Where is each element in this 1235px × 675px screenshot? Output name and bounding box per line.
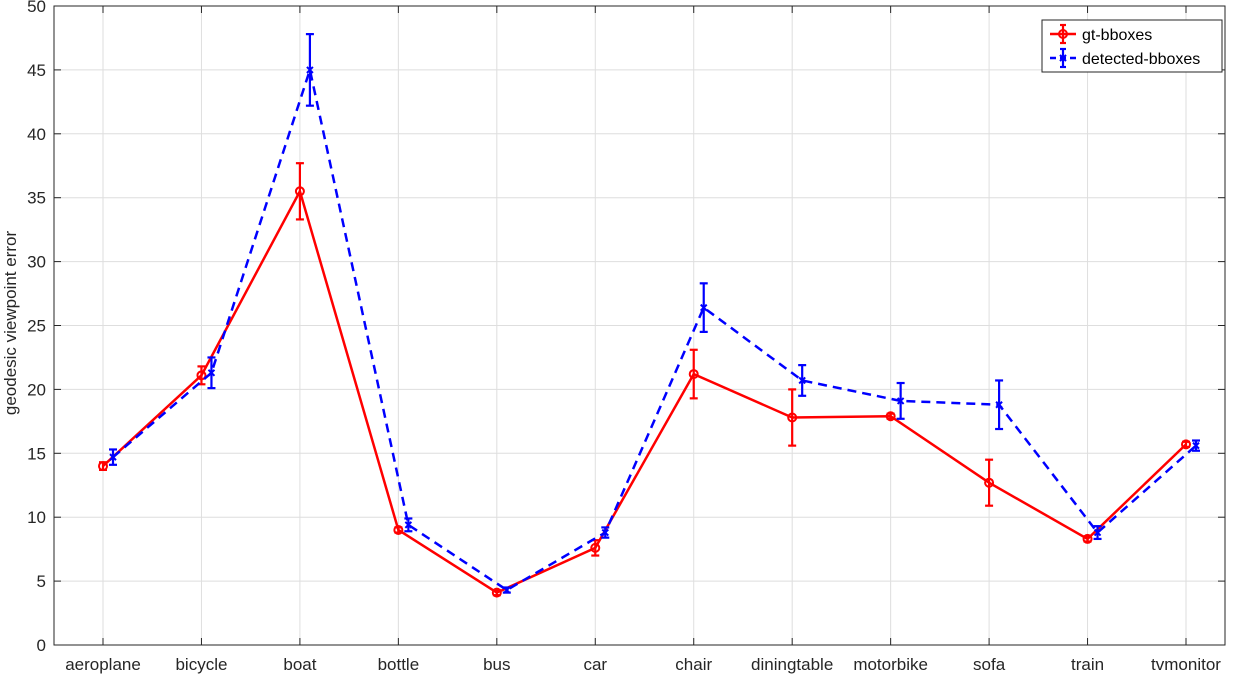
- y-axis-label: geodesic viewpoint error: [1, 231, 20, 416]
- y-tick-label: 25: [27, 317, 46, 336]
- grid: [54, 6, 1225, 645]
- gt-bboxes-point: [787, 412, 798, 423]
- x-tick-label-diningtable: diningtable: [751, 655, 833, 674]
- x-tick-label-boat: boat: [283, 655, 316, 674]
- gt-bboxes-point: [885, 411, 896, 422]
- legend-marker: [1058, 29, 1068, 39]
- x-tick-label-sofa: sofa: [973, 655, 1006, 674]
- y-tick-label: 20: [27, 380, 46, 399]
- gt-bboxes-line: [102, 188, 1187, 595]
- x-tick-label-tvmonitor: tvmonitor: [1151, 655, 1221, 674]
- legend: gt-bboxes detected-bboxes: [1041, 19, 1223, 73]
- axes: 0 5 10 15 20 25 30 35 40 45 50 aeroplane bicycle boat…: [27, 0, 1226, 674]
- y-tick-label: 5: [37, 572, 46, 591]
- detected-bboxes-point: [896, 397, 905, 405]
- gt-bboxes-point: [491, 587, 502, 598]
- gt-bboxes-point: [294, 186, 305, 197]
- x-tick-label-car: car: [583, 655, 607, 674]
- gt-bboxes-point: [196, 370, 207, 381]
- gt-bboxes-point: [98, 461, 108, 472]
- detected-bboxes-point: [109, 453, 117, 461]
- legend-entry-detected-bboxes: detected-bboxes: [1050, 47, 1200, 69]
- legend-label: gt-bboxes: [1082, 27, 1152, 44]
- detected-bboxes-point: [207, 369, 216, 377]
- y-tick-label: 50: [27, 0, 46, 16]
- detected-bboxes-point: [1093, 528, 1102, 537]
- axes-frame: [53, 5, 1226, 646]
- gt-bboxes-point: [393, 524, 404, 535]
- y-tick-label: 0: [37, 636, 46, 655]
- detected-bboxes-point: [1192, 441, 1200, 450]
- detected-bboxes-point: [404, 521, 413, 529]
- detected-bboxes-point: [995, 401, 1003, 409]
- x-tick-label-train: train: [1071, 655, 1104, 674]
- detected-bboxes-point: [306, 66, 314, 74]
- gt-bboxes-point: [688, 369, 699, 380]
- legend-marker: [1059, 54, 1067, 62]
- y-tick-label: 10: [27, 508, 46, 527]
- x-tick-label-motorbike: motorbike: [853, 655, 928, 674]
- detected-bboxes-point: [700, 303, 708, 312]
- detected-bboxes-point: [601, 528, 609, 537]
- y-tick-label: 30: [27, 253, 46, 272]
- legend-label: detected-bboxes: [1082, 51, 1200, 68]
- y-tick-label: 35: [27, 189, 46, 208]
- x-tick-label-bus: bus: [483, 655, 510, 674]
- gt-bboxes-point: [984, 477, 995, 488]
- detected-bboxes-point: [798, 376, 806, 385]
- legend-entry-gt-bboxes: gt-bboxes: [1050, 23, 1152, 45]
- y-tick-label: 40: [27, 125, 46, 144]
- y-tick-label: 45: [27, 61, 46, 80]
- gt-bboxes-point: [1181, 439, 1191, 450]
- series-gt-bboxes: [98, 162, 1191, 598]
- x-tick-label-chair: chair: [675, 655, 712, 674]
- series-layer: [98, 33, 1200, 598]
- series-detected-bboxes: [109, 33, 1200, 594]
- x-tick-label-aeroplane: aeroplane: [65, 655, 141, 674]
- y-tick-label: 15: [27, 444, 46, 463]
- detected-bboxes-point: [503, 586, 511, 594]
- gt-bboxes-point: [590, 542, 601, 553]
- gt-bboxes-point: [1082, 533, 1093, 544]
- x-tick-label-bottle: bottle: [378, 655, 420, 674]
- x-tick-label-bicycle: bicycle: [175, 655, 227, 674]
- detected-bboxes-line: [112, 65, 1197, 592]
- legend-box: [1041, 19, 1223, 73]
